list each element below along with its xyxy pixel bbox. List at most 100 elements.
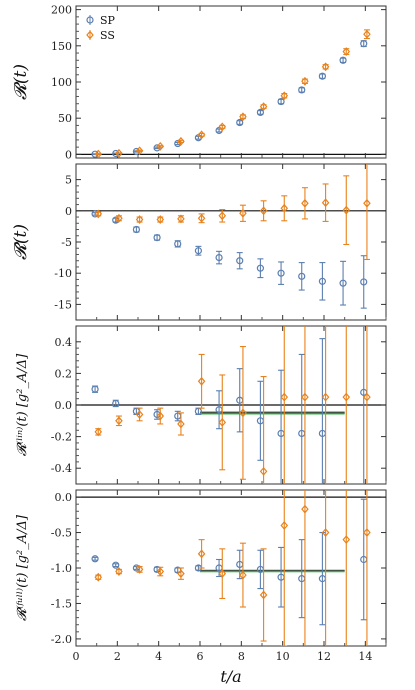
ss-point [321,392,330,402]
sp-point [298,272,306,280]
sp-point [174,240,182,248]
ss-point [342,535,351,545]
ss-point [94,209,103,219]
y-tick-label: 0.4 [55,336,73,349]
ss-point [177,136,185,146]
x-tick-label: 6 [197,650,204,663]
y-tick-label: 100 [51,76,72,89]
x-tick-label: 2 [114,650,121,663]
legend-sp-marker [86,16,94,24]
y-tick-label: -10 [54,267,72,280]
panel-1: 0 50 100 150 200 𝓡(t) SP SS [11,4,387,161]
sp-point [194,247,202,255]
sp-point [112,561,120,569]
sp-point [298,86,306,94]
x-tick-label: 8 [238,650,245,663]
ss-point [342,392,351,402]
panel-frame [75,5,387,159]
y-tick-label: 0.2 [55,367,73,380]
ss-point [342,47,351,57]
ss-point [363,29,371,39]
ss-point [280,203,289,213]
y-tick-label: 50 [58,112,72,125]
y-tick-label: 200 [51,4,72,17]
legend-ss-marker [86,30,94,40]
y-tick-label: 5 [65,174,72,187]
ss-point [156,567,165,576]
y-axis-label: 𝓡̂(t) [11,224,31,260]
ss-point [259,206,268,216]
ss-point [301,76,309,86]
ss-point [239,408,247,418]
ss-point [115,213,123,223]
y-tick-label: -0.4 [51,462,72,475]
x-tick-label: 12 [317,650,331,663]
ss-point [363,528,371,537]
y-tick-label: 0 [65,205,72,218]
ss-point [280,91,289,101]
sp-point [194,407,202,415]
ss-point [135,564,144,574]
panel-data [91,490,371,646]
panel-frame [75,163,387,321]
sp-point [153,234,161,242]
ss-point [115,148,123,158]
y-axis-label: 𝓡⁽ᶠᵘˡˡ⁾(t) [g²_A/Δ] [15,514,30,621]
ss-point [197,549,206,559]
sp-point [153,144,161,152]
ss-point [239,112,247,122]
panel-data [91,29,371,158]
ss-point [197,213,206,223]
sp-point [318,72,326,80]
ss-point [280,392,289,402]
sp-point [91,385,99,393]
sp-point [236,257,244,265]
panel-3: -0.4 -0.2 0.0 0.2 0.4 𝓡⁽ˡⁱⁿ⁾(t) [g²_A/Δ] [15,325,387,485]
panel-2: -15 -10 -5 0 5 𝓡̂(t) [11,163,387,321]
ss-point [280,521,289,530]
sp-point [132,225,140,234]
ss-point [321,62,330,72]
sp-point [236,118,244,127]
sp-point [360,40,368,48]
ss-point [321,528,330,537]
ss-point [177,569,185,579]
ss-point [156,141,165,151]
ss-point [259,466,268,476]
legend-label: SP [100,14,116,27]
ss-point [218,122,227,132]
ss-point [135,215,144,224]
panel-frame [75,489,387,647]
y-axis-label: 𝓡⁽ˡⁱⁿ⁾(t) [g²_A/Δ] [15,353,30,456]
y-tick-label: -0.2 [51,431,72,444]
ss-point [218,211,227,221]
panel-4: -2.0 -1.5 -1.0 -0.5 0.0 0 2 4 6 8 10 12 14 𝓡⁽ᶠᵘˡˡ⁾(t)… [15,489,387,686]
x-tick-label: 0 [73,650,80,663]
ss-point [197,376,206,386]
sp-point [256,108,264,117]
ss-point [321,198,330,208]
sp-point [339,56,347,64]
y-tick-label: 0 [65,148,72,161]
sp-point [277,269,285,277]
ss-point [239,570,247,580]
sp-point [277,97,285,106]
ss-point [94,149,103,158]
ss-point [177,419,185,429]
ss-point [177,214,185,224]
ss-point [301,392,309,402]
ss-point [301,504,309,514]
panel-data [91,326,371,484]
ss-point [218,569,227,579]
y-tick-label: 150 [51,40,72,53]
x-tick-label: 10 [276,650,290,663]
sp-point [91,555,99,563]
y-tick-label: -1.5 [51,597,72,610]
ss-point [94,572,103,582]
y-axis-label: 𝓡(t) [11,64,31,100]
legend-label: SS [100,29,115,42]
y-tick-label: -1.0 [51,562,72,575]
x-tick-label: 4 [155,650,162,663]
y-tick-label: -5 [61,236,72,249]
